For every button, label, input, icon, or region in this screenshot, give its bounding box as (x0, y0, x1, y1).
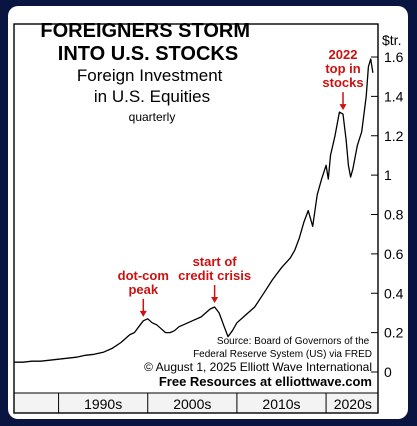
series-line (14, 58, 374, 363)
chart-title: FOREIGNERS STORM INTO U.S. STOCKS (40, 20, 255, 65)
footer-link[interactable]: Free Resources at elliottwave.com (159, 374, 372, 389)
annotation-arrow-head (339, 104, 347, 111)
chart-panel (8, 6, 408, 419)
y-tick-label: 0.6 (384, 246, 404, 262)
copyright-text: © August 1, 2025 Elliott Wave Internatio… (144, 360, 372, 374)
y-tick-label: 0.4 (384, 285, 404, 301)
y-tick-label: 0 (384, 364, 392, 380)
annotation-label: dot-com peak (118, 268, 169, 297)
y-tick-label: 1.4 (384, 88, 404, 104)
annotation-label: 2022 top in stocks (322, 47, 363, 90)
y-unit-label: $tr. (382, 32, 401, 48)
annotations: dot-com peak start of credit crisis 2022 top … (118, 47, 364, 317)
x-tick-label: 2010s (262, 396, 300, 412)
annotation-arrow-head (211, 297, 219, 304)
y-tick-label: 1.6 (384, 49, 404, 65)
chart-subtitle: Foreign Investment in U.S. Equities (77, 66, 227, 106)
y-axis: 0 0.2 0.4 0.6 0.8 1 1.2 1.4 1.6 (371, 49, 404, 380)
series-group (14, 58, 374, 363)
x-tick-label: 2000s (173, 396, 211, 412)
annotation-label: start of credit crisis (178, 254, 251, 283)
x-tick-label: 2020s (334, 396, 372, 412)
frequency-note: quarterly (129, 110, 176, 124)
x-tick-label: 1990s (84, 396, 122, 412)
y-tick-label: 1 (384, 167, 392, 183)
y-tick-label: 1.2 (384, 128, 404, 144)
annotation-arrow-head (139, 310, 147, 317)
y-tick-label: 0.2 (384, 325, 404, 341)
y-tick-label: 0.8 (384, 207, 404, 223)
x-axis-band (14, 393, 378, 413)
plot-frame (13, 23, 379, 414)
x-axis: 1990s 2000s 2010s 2020s (58, 393, 372, 413)
source-note: Source: Board of Governors of the Federa… (193, 336, 372, 360)
